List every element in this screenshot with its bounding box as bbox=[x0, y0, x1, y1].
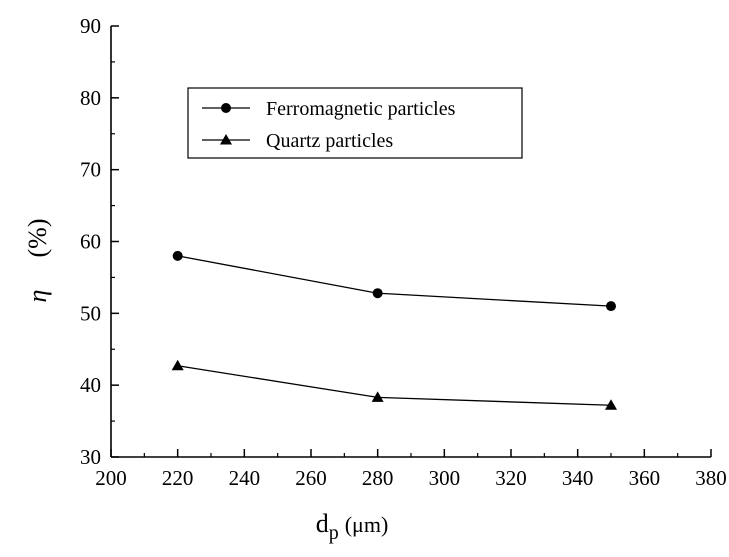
legend-label: Ferromagnetic particles bbox=[266, 98, 456, 120]
x-axis-title: dp (μm) bbox=[316, 509, 389, 544]
x-tick-label: 200 bbox=[95, 466, 127, 490]
x-axis-title-main: d bbox=[316, 509, 329, 538]
data-point bbox=[605, 399, 617, 410]
x-tick-label: 320 bbox=[495, 466, 527, 490]
data-point bbox=[172, 250, 183, 261]
legend-box bbox=[187, 87, 523, 159]
data-point bbox=[171, 359, 184, 371]
legend-marker bbox=[221, 103, 231, 113]
axes: 200 220 240 260 280 300 320 340 360 380 30 40 50 60 70… bbox=[80, 14, 727, 490]
y-tick-label: 40 bbox=[80, 373, 101, 397]
y-tick-label: 30 bbox=[80, 445, 101, 469]
x-axis-title-unit: (μm) bbox=[345, 512, 389, 537]
y-axis-title: η (%) bbox=[23, 219, 52, 303]
legend-marker bbox=[220, 134, 232, 145]
x-tick-label: 280 bbox=[362, 466, 394, 490]
data-point bbox=[372, 288, 383, 299]
x-tick-label: 340 bbox=[562, 466, 594, 490]
x-tick-label: 300 bbox=[429, 466, 461, 490]
data-point bbox=[606, 301, 616, 312]
y-tick-label: 50 bbox=[80, 301, 101, 325]
y-axis-title-symbol: η bbox=[23, 290, 52, 303]
legend: Ferromagnetic particles Quartz particles bbox=[187, 87, 523, 159]
x-tick-label: 220 bbox=[162, 466, 194, 490]
series-layer bbox=[171, 250, 617, 410]
x-axis-title-subscript: p bbox=[329, 522, 339, 544]
data-point bbox=[371, 391, 384, 402]
y-tick-label: 60 bbox=[80, 230, 101, 254]
x-tick-label: 240 bbox=[229, 466, 261, 490]
x-tick-label: 260 bbox=[295, 466, 327, 490]
series-circle bbox=[172, 250, 616, 312]
series-line bbox=[177, 365, 612, 406]
y-tick-label: 80 bbox=[80, 86, 101, 110]
series-line bbox=[177, 255, 612, 307]
y-axis-title-unit: (%) bbox=[23, 219, 52, 258]
y-tick-label: 90 bbox=[80, 14, 101, 38]
legend-label: Quartz particles bbox=[266, 130, 393, 152]
series-triangle bbox=[171, 359, 617, 410]
y-tick-label: 70 bbox=[80, 158, 101, 182]
x-tick-label: 360 bbox=[629, 466, 661, 490]
x-tick-label: 380 bbox=[695, 466, 727, 490]
